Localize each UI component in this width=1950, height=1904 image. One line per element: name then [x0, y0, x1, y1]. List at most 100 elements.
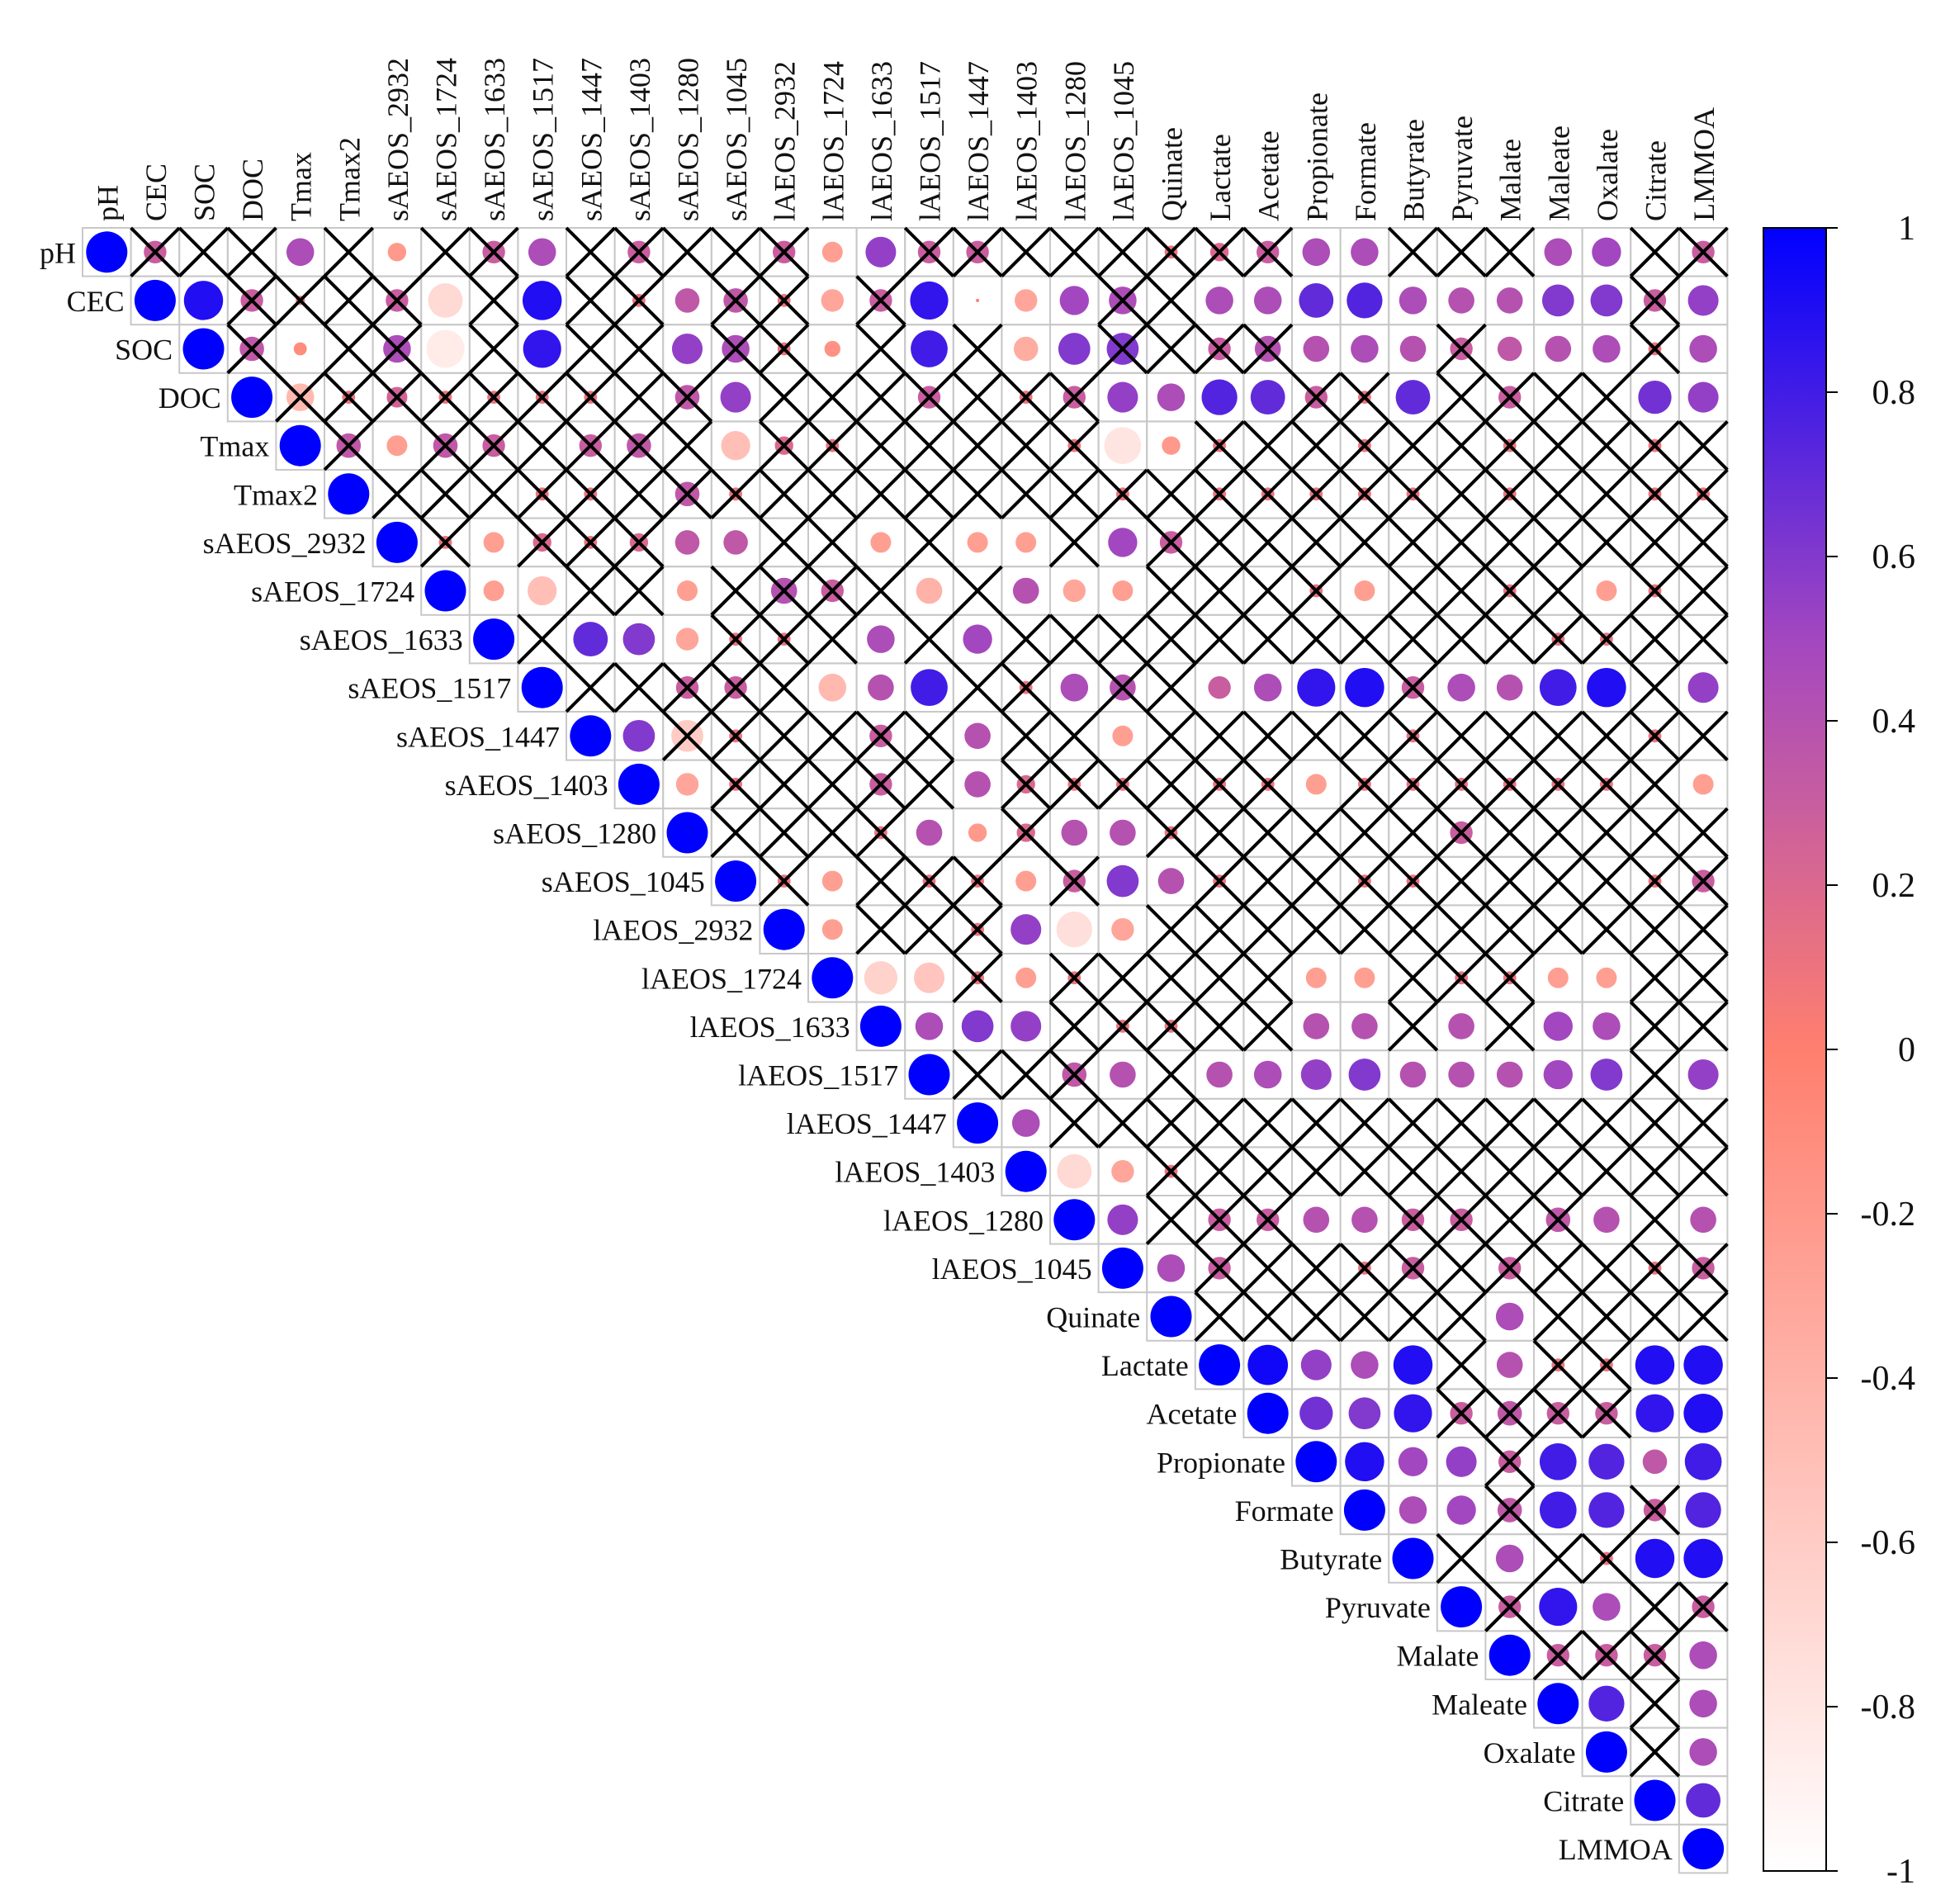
cross-mark-DOC-sAEOS_1633 — [468, 372, 519, 423]
corr-mark-lAEOS_1724-Formate — [1354, 967, 1375, 988]
cross-mark-CEC-sAEOS_1403 — [613, 275, 665, 326]
corr-mark-Tmax-sAEOS_1045 — [721, 431, 750, 461]
corr-mark-Acetate-Formate — [1348, 1397, 1381, 1430]
col-label-Quinate: Quinate — [1156, 127, 1189, 221]
cross-mark-sAEOS_2932-sAEOS_1517 — [516, 517, 568, 568]
row-label-Pyruvate: Pyruvate — [1325, 1591, 1431, 1624]
corr-mark-sAEOS_1633-sAEOS_1447 — [573, 622, 608, 657]
cross-mark-Malate-Maleate — [1532, 1629, 1584, 1681]
corr-mark-Oxalate-LMMOA — [1689, 1738, 1717, 1766]
cross-mark-sAEOS_1633-lAEOS_1403 — [1000, 613, 1052, 665]
cross-mark-sAEOS_1403-lAEOS_1045 — [1097, 759, 1148, 810]
colorbar-tick-label: -0.2 — [1861, 1196, 1916, 1234]
corr-mark-SOC-sAEOS_1280 — [671, 333, 703, 365]
corr-mark-Propionate-Propionate — [1295, 1441, 1337, 1483]
cross-mark-lAEOS_1045-Pyruvate — [1436, 1243, 1487, 1294]
cross-mark-sAEOS_1447-Oxalate — [1581, 710, 1632, 762]
cross-mark-sAEOS_1633-Butyrate — [1387, 613, 1439, 665]
corr-mark-lAEOS_1633-lAEOS_1517 — [915, 1012, 944, 1040]
cross-mark-pH-SOC — [177, 226, 230, 278]
cross-mark-SOC-lAEOS_1633 — [855, 323, 906, 375]
corr-mark-Butyrate-Citrate — [1635, 1538, 1675, 1579]
cross-mark-Quinate-Butyrate — [1387, 1291, 1439, 1343]
corr-mark-Maleate-LMMOA — [1689, 1689, 1717, 1718]
cross-mark-sAEOS_1517-sAEOS_1447 — [565, 661, 617, 713]
row-label-LMMOA: LMMOA — [1559, 1833, 1673, 1866]
corr-mark-sAEOS_1403-lAEOS_1447 — [964, 771, 991, 798]
corr-mark-lAEOS_1517-lAEOS_1045 — [1110, 1061, 1136, 1088]
corr-mark-Pyruvate-Pyruvate — [1441, 1586, 1483, 1628]
cell-grid — [82, 227, 1729, 1874]
corr-mark-lAEOS_1517-LMMOA — [1687, 1059, 1719, 1091]
corr-mark-lAEOS_1517-Propionate — [1300, 1059, 1332, 1091]
cross-mark-CEC-lAEOS_1045 — [1097, 275, 1148, 326]
cross-mark-sAEOS_1045-lAEOS_2932 — [758, 855, 810, 907]
cross-mark-sAEOS_1447-LMMOA — [1678, 710, 1729, 762]
cross-mark-Tmax-sAEOS_1447 — [565, 419, 617, 471]
cross-mark-Tmax2-sAEOS_1517 — [516, 468, 568, 520]
cross-mark-Acetate-Malate — [1484, 1387, 1536, 1439]
corr-mark-Propionate-LMMOA — [1684, 1442, 1722, 1480]
corr-mark-Butyrate-Malate — [1495, 1544, 1524, 1573]
cross-mark-sAEOS_1633-lAEOS_1045 — [1097, 613, 1148, 665]
corr-mark-Lactate-LMMOA — [1683, 1345, 1723, 1385]
corr-mark-CEC-lAEOS_1447 — [976, 298, 980, 302]
cross-mark-sAEOS_1633-sAEOS_1045 — [710, 613, 761, 665]
cross-mark-Pyruvate-LMMOA — [1678, 1581, 1729, 1632]
corr-mark-Lactate-Propionate — [1300, 1349, 1332, 1381]
cross-mark-pH-Quinate — [1145, 226, 1197, 278]
cross-mark-sAEOS_1280-Lactate — [1194, 807, 1245, 859]
cross-mark-sAEOS_1633-sAEOS_1517 — [516, 613, 568, 665]
row-label-pH: pH — [40, 236, 76, 269]
cross-mark-Quinate-Oxalate — [1581, 1291, 1632, 1343]
cross-mark-sAEOS_1517-Butyrate — [1387, 661, 1439, 713]
corr-mark-DOC-LMMOA — [1687, 381, 1719, 413]
cross-mark-sAEOS_1403-lAEOS_1724 — [807, 759, 859, 810]
corr-mark-Propionate-Pyruvate — [1446, 1446, 1477, 1477]
col-label-lAEOS_1447: lAEOS_1447 — [962, 61, 995, 221]
cross-mark-sAEOS_1280-Propionate — [1290, 807, 1342, 859]
cross-mark-sAEOS_2932-Acetate — [1242, 517, 1294, 568]
cross-mark-lAEOS_1724-LMMOA — [1678, 952, 1729, 1004]
corr-mark-sAEOS_2932-lAEOS_1403 — [1015, 532, 1037, 553]
cross-mark-lAEOS_1517-Quinate — [1145, 1049, 1197, 1101]
cross-mark-Tmax-lAEOS_1633 — [855, 419, 906, 471]
cross-mark-lAEOS_1724-Lactate — [1194, 952, 1245, 1004]
corr-mark-sAEOS_1517-lAEOS_1633 — [868, 674, 894, 701]
corr-mark-lAEOS_2932-lAEOS_1280 — [1056, 912, 1092, 948]
corr-mark-lAEOS_1403-lAEOS_1280 — [1057, 1153, 1092, 1189]
corr-mark-sAEOS_1280-sAEOS_1280 — [666, 812, 708, 854]
cross-mark-sAEOS_1447-lAEOS_1280 — [1048, 710, 1100, 762]
cross-mark-sAEOS_1403-lAEOS_2932 — [758, 759, 810, 810]
cross-mark-sAEOS_1517-sAEOS_1280 — [661, 661, 713, 713]
cross-mark-sAEOS_1724-lAEOS_2932 — [758, 565, 810, 617]
corr-mark-Pyruvate-Oxalate — [1593, 1593, 1621, 1621]
cross-mark-lAEOS_1447-LMMOA — [1678, 1097, 1729, 1149]
cross-mark-sAEOS_1403-Acetate — [1242, 759, 1294, 810]
cross-mark-Tmax2-Butyrate — [1387, 468, 1439, 520]
corr-mark-pH-Tmax — [286, 238, 315, 267]
row-label-lAEOS_1447: lAEOS_1447 — [787, 1107, 947, 1140]
corr-mark-sAEOS_1517-Lactate — [1208, 676, 1231, 699]
cross-mark-SOC-lAEOS_1447 — [952, 323, 1003, 375]
row-label-lAEOS_1280: lAEOS_1280 — [883, 1204, 1044, 1237]
cross-mark-DOC-lAEOS_1724 — [807, 372, 859, 423]
corr-mark-Propionate-Oxalate — [1588, 1443, 1625, 1480]
col-label-sAEOS_1403: sAEOS_1403 — [623, 58, 656, 221]
cross-mark-sAEOS_1724-Pyruvate — [1436, 565, 1487, 617]
cross-mark-Tmax2-Malate — [1484, 468, 1536, 520]
cross-mark-SOC-DOC — [226, 323, 277, 375]
cross-mark-sAEOS_1633-Malate — [1484, 613, 1536, 665]
cross-mark-sAEOS_1447-sAEOS_1045 — [710, 710, 761, 762]
corr-mark-sAEOS_1724-sAEOS_1724 — [424, 570, 466, 612]
cross-mark-Tmax2-sAEOS_1280 — [661, 468, 713, 520]
colorbar-tick-label: 0.4 — [1872, 703, 1916, 741]
cross-mark-sAEOS_1724-Butyrate — [1387, 565, 1439, 617]
corr-mark-lAEOS_1633-lAEOS_1403 — [1010, 1011, 1042, 1042]
corr-mark-Lactate-Citrate — [1635, 1345, 1675, 1385]
cross-mark-sAEOS_1517-lAEOS_1045 — [1097, 661, 1148, 713]
corr-mark-Lactate-Malate — [1496, 1352, 1523, 1378]
corr-mark-pH-lAEOS_1633 — [865, 236, 897, 268]
corr-mark-Maleate-Maleate — [1537, 1683, 1579, 1725]
corr-mark-lAEOS_1045-Quinate — [1157, 1254, 1186, 1282]
